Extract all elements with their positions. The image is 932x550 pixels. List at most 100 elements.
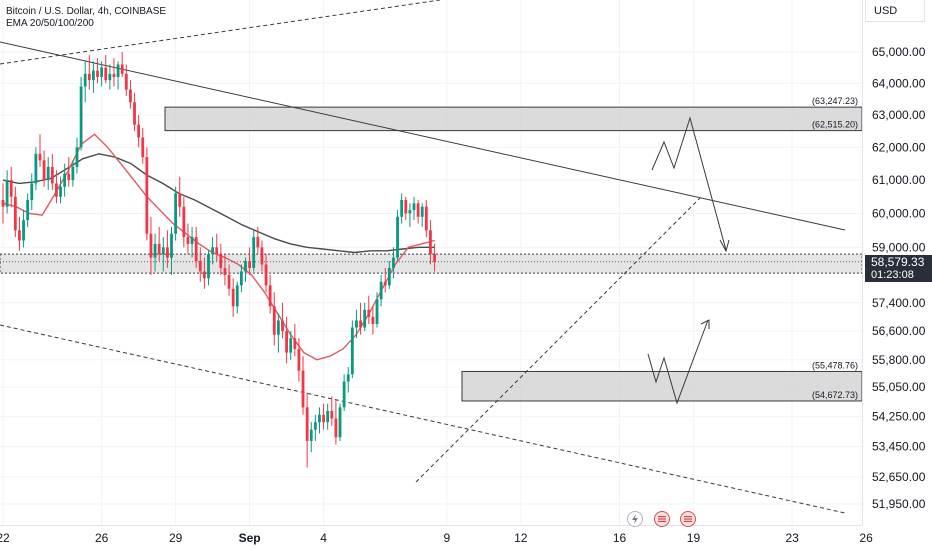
zone-rect [0,253,863,274]
candle [375,292,379,328]
candle-body [87,73,91,81]
candle-body [9,180,13,197]
candle-body [272,306,276,335]
candle-body [244,261,247,272]
candle [281,302,284,339]
candle [387,261,391,289]
time-tick-label: 29 [169,531,183,545]
candle-body [129,89,132,103]
candle [71,160,75,187]
candle-body [227,274,231,289]
candle-body [120,64,124,74]
candle [153,233,157,272]
last-price-tag: 58,579.33 01:23:08 [865,254,932,282]
ascending-support-dashed-line [415,197,701,483]
candle-body [18,230,21,241]
candle [108,64,112,90]
candle-body [141,137,145,158]
flash-event-icon[interactable] [627,511,643,527]
us-economic-event-icon[interactable] [654,511,670,527]
candle-body [276,320,280,335]
time-axis-bg [0,525,862,550]
candle [124,64,128,96]
price-tick-label: 57,400.00 [872,296,926,310]
candle-body [215,247,219,255]
channel-lower-dashed-line [0,324,846,514]
candle-body [133,102,136,125]
candle-body [252,237,256,268]
candle [116,61,120,90]
candle [429,220,432,265]
candle-body [412,203,416,211]
candle [79,76,83,151]
candle-body [186,237,190,244]
candle [1,183,5,224]
projection-arrow-lower-head [700,319,710,329]
candle-body [367,309,371,317]
projection-arrow-upper-head [719,239,730,253]
candle-body [145,157,149,234]
candle [104,55,108,84]
candle [137,115,141,148]
candle [215,233,219,262]
candle [182,196,186,248]
price-tick-label: 62,000.00 [872,140,926,154]
candle-body [371,316,375,324]
candle-body [100,67,104,77]
candle-body [13,196,17,231]
time-tick-label: 19 [687,531,701,545]
candle [256,226,260,255]
candle-body [297,348,301,371]
currency-button[interactable]: USD [865,0,925,22]
price-tick-label: 53,450.00 [872,440,926,454]
candle-body [318,414,321,423]
candle [50,153,54,191]
time-axis[interactable]: 22 26 29 Sep 4 9 12 16 19 23 26 [0,525,873,550]
candle [170,226,173,275]
candle-body [305,407,309,441]
candle [5,170,9,214]
candle [309,422,313,453]
candle [392,247,395,279]
candle-body [235,285,239,307]
candle [194,226,198,268]
candle [18,216,21,251]
candle [338,403,342,441]
candle [326,403,330,430]
projection-arrow-lower [647,319,709,405]
candle [367,295,371,324]
candle-body [326,411,330,423]
candle-body [355,320,358,328]
candle-body [363,309,367,328]
candle [313,414,317,441]
candle [190,226,194,258]
candle [26,193,30,227]
candle-body [248,261,251,268]
candle [342,374,346,412]
candle-body [67,173,71,181]
candle [396,210,399,262]
candle-body [256,237,260,248]
candle [383,267,387,293]
zone-top-label: (55,478.76) [812,360,858,370]
candle-body [190,237,194,244]
price-tick-label: 59,000.00 [872,240,926,254]
price-tick-label: 54,250.00 [872,410,926,424]
price-tick-label: 51,950.00 [872,497,926,511]
zone-rect [164,106,863,132]
candle [355,309,358,339]
candle-body [264,264,268,286]
candle-body [83,73,87,87]
candle [22,210,25,248]
candle-body [198,261,202,272]
candle-body [322,414,325,423]
candle [59,176,62,204]
candle-body [96,70,99,77]
candle [30,173,34,211]
price-tick-label: 56,600.00 [872,324,926,338]
candle-body [79,86,83,148]
candle-body [359,320,362,328]
us-economic-event-icon-2[interactable] [680,511,696,527]
